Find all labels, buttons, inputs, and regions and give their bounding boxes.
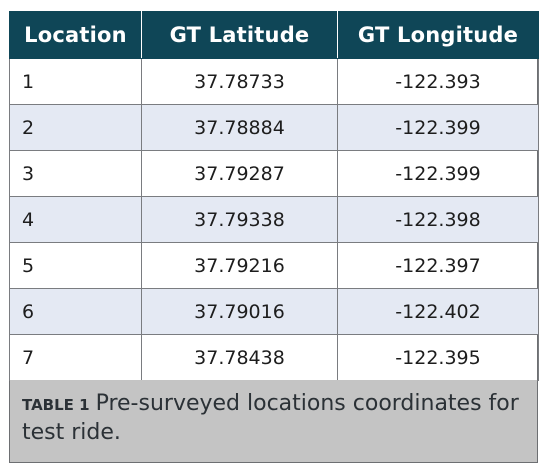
- latitude-cell: 37.79016: [141, 288, 338, 335]
- longitude-cell: -122.395: [337, 334, 539, 381]
- location-cell: 2: [9, 104, 142, 151]
- column-header-gt-longitude: GT Longitude: [337, 11, 539, 59]
- latitude-cell: 37.79338: [141, 196, 338, 243]
- table-caption: TABLE 1 Pre-surveyed locations coordinate…: [10, 380, 537, 462]
- table-row: 5 37.79216 -122.397: [9, 242, 539, 289]
- location-cell: 1: [9, 58, 142, 105]
- longitude-cell: -122.399: [337, 150, 539, 197]
- table-header-row: Location GT Latitude GT Longitude: [9, 11, 539, 59]
- location-cell: 6: [9, 288, 142, 335]
- latitude-cell: 37.78438: [141, 334, 338, 381]
- column-header-location: Location: [9, 11, 142, 59]
- latitude-cell: 37.79287: [141, 150, 338, 197]
- location-cell: 7: [9, 334, 142, 381]
- table-row: 2 37.78884 -122.399: [9, 104, 539, 151]
- latitude-cell: 37.79216: [141, 242, 338, 289]
- column-header-gt-latitude: GT Latitude: [141, 11, 338, 59]
- coordinates-table: Location GT Latitude GT Longitude 1 37.7…: [9, 11, 539, 381]
- table-row: 1 37.78733 -122.393: [9, 58, 539, 105]
- table-figure: Location GT Latitude GT Longitude 1 37.7…: [9, 11, 539, 463]
- longitude-cell: -122.398: [337, 196, 539, 243]
- caption-text: Pre-surveyed locations coordinates for t…: [22, 391, 519, 445]
- table-row: 3 37.79287 -122.399: [9, 150, 539, 197]
- latitude-cell: 37.78733: [141, 58, 338, 105]
- longitude-cell: -122.397: [337, 242, 539, 289]
- caption-label: TABLE 1: [22, 396, 90, 414]
- longitude-cell: -122.393: [337, 58, 539, 105]
- longitude-cell: -122.402: [337, 288, 539, 335]
- latitude-cell: 37.78884: [141, 104, 338, 151]
- table-row: 6 37.79016 -122.402: [9, 288, 539, 335]
- longitude-cell: -122.399: [337, 104, 539, 151]
- table-row: 7 37.78438 -122.395: [9, 334, 539, 381]
- table-row: 4 37.79338 -122.398: [9, 196, 539, 243]
- location-cell: 5: [9, 242, 142, 289]
- location-cell: 4: [9, 196, 142, 243]
- location-cell: 3: [9, 150, 142, 197]
